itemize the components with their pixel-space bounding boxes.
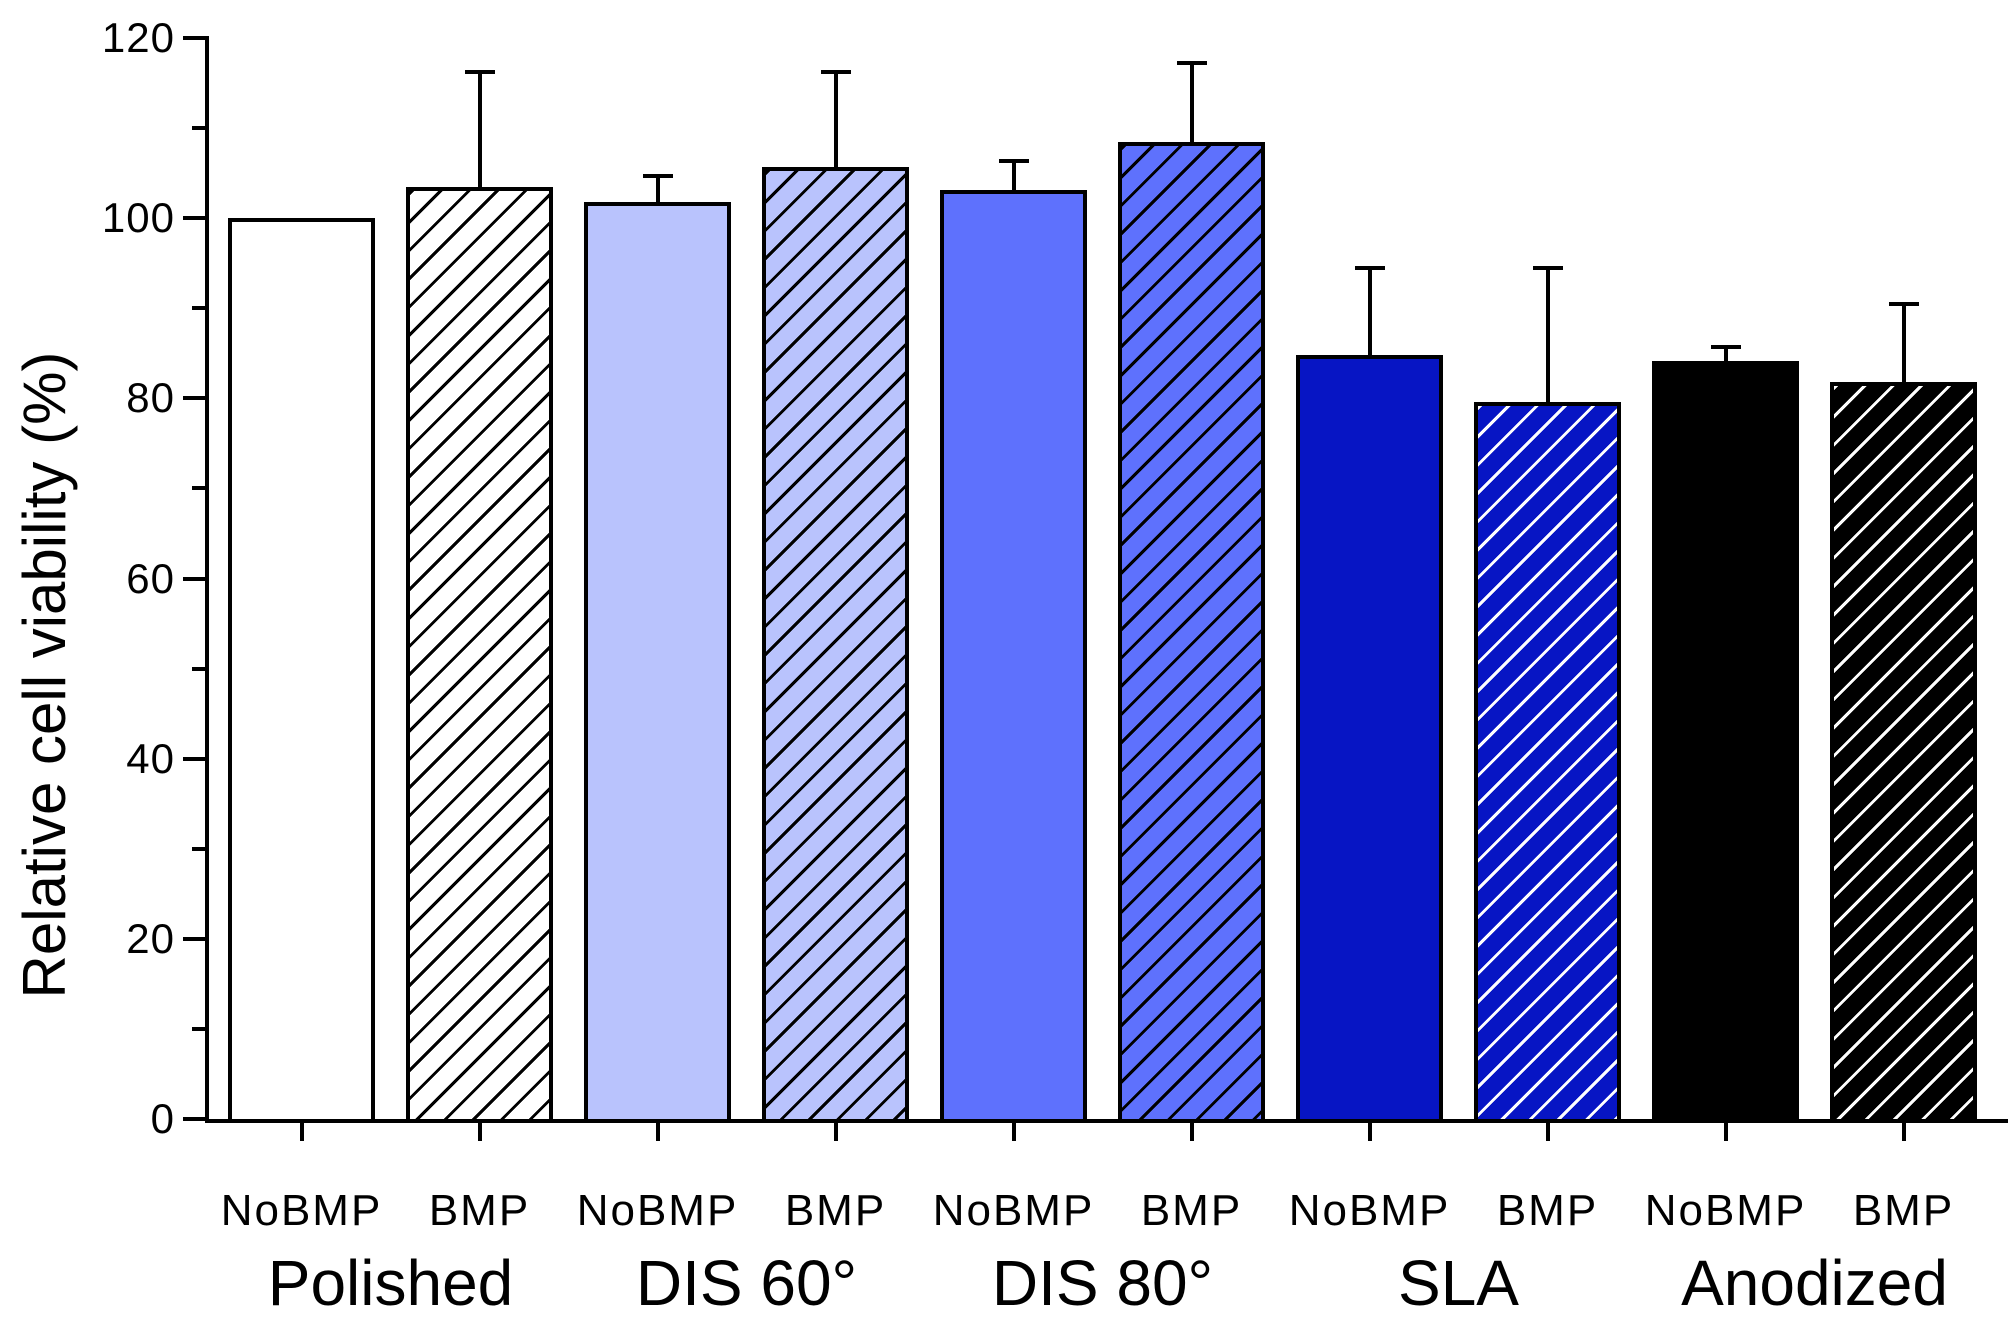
- error-bar-cap-anodized-nobmp: [1710, 344, 1741, 349]
- group-label-anodized: Anodized: [1681, 1247, 1948, 1319]
- y-axis-tick-label: 20: [126, 914, 175, 962]
- x-axis-tick-polished-bmp: [477, 1123, 482, 1141]
- y-axis-line: [205, 36, 209, 1123]
- error-bar-cap-sla-nobmp: [1354, 265, 1385, 270]
- error-bar-whisker-anodized-nobmp: [1723, 346, 1728, 362]
- error-bar-whisker-dis-60-bmp: [833, 72, 838, 167]
- x-tick-label-sla-bmp: BMP: [1496, 1186, 1599, 1235]
- error-bar-whisker-sla-nobmp: [1367, 267, 1372, 356]
- x-tick-label-dis-60-bmp: BMP: [784, 1186, 887, 1235]
- error-bar-whisker-sla-bmp: [1545, 267, 1550, 402]
- group-label-sla: SLA: [1398, 1247, 1519, 1319]
- x-axis-tick-dis-60-bmp: [833, 1123, 838, 1141]
- y-axis-major-tick: [183, 576, 205, 581]
- y-axis-minor-tick: [192, 126, 205, 131]
- x-axis-line: [205, 1119, 2008, 1123]
- y-axis-minor-tick: [192, 846, 205, 851]
- bar-anodized-bmp-hatched: [1830, 382, 1977, 1123]
- y-axis-major-tick: [183, 936, 205, 941]
- bar-polished-nobmp: [228, 218, 375, 1123]
- bar-dis-80-bmp-hatched: [1118, 142, 1265, 1123]
- x-tick-label-dis-60-nobmp: NoBMP: [576, 1186, 739, 1235]
- y-axis-tick-label: 100: [101, 194, 175, 242]
- x-tick-label-anodized-bmp: BMP: [1852, 1186, 1955, 1235]
- y-axis-minor-tick: [192, 666, 205, 671]
- x-axis-tick-sla-nobmp: [1367, 1123, 1372, 1141]
- error-bar-cap-dis-80-bmp: [1176, 61, 1207, 66]
- error-bar-cap-sla-bmp: [1532, 265, 1563, 270]
- error-bar-cap-anodized-bmp: [1888, 301, 1919, 306]
- x-tick-label-polished-nobmp: NoBMP: [220, 1186, 383, 1235]
- x-axis-tick-polished-nobmp: [299, 1123, 304, 1141]
- x-tick-label-dis-80-bmp: BMP: [1140, 1186, 1243, 1235]
- y-axis-minor-tick: [192, 306, 205, 311]
- x-axis-tick-dis-80-nobmp: [1011, 1123, 1016, 1141]
- y-axis-tick-label: 60: [126, 554, 175, 602]
- x-tick-label-polished-bmp: BMP: [428, 1186, 531, 1235]
- group-label-dis-80-: DIS 80°: [991, 1247, 1214, 1319]
- error-bar-whisker-polished-bmp: [477, 72, 482, 187]
- bar-dis-80-nobmp: [940, 190, 1087, 1123]
- group-label-polished: Polished: [267, 1247, 514, 1319]
- y-axis-major-tick: [183, 216, 205, 221]
- bar-polished-bmp-hatched: [406, 186, 553, 1123]
- y-axis-minor-tick: [192, 486, 205, 491]
- y-axis-major-tick: [183, 396, 205, 401]
- x-tick-label-sla-nobmp: NoBMP: [1288, 1186, 1451, 1235]
- bar-sla-nobmp: [1296, 355, 1443, 1123]
- bar-anodized-nobmp: [1652, 361, 1799, 1123]
- x-axis-tick-anodized-nobmp: [1723, 1123, 1728, 1141]
- error-bar-cap-dis-60-bmp: [820, 70, 851, 75]
- bar-dis-60-bmp-hatched: [762, 166, 909, 1123]
- y-axis-minor-tick: [192, 1026, 205, 1031]
- error-bar-whisker-anodized-bmp: [1901, 303, 1906, 383]
- y-axis-tick-label: 0: [150, 1095, 175, 1142]
- x-axis-tick-dis-80-bmp: [1189, 1123, 1194, 1141]
- x-axis-tick-sla-bmp: [1545, 1123, 1550, 1141]
- bar-sla-bmp-hatched: [1474, 401, 1621, 1123]
- x-axis-tick-anodized-bmp: [1901, 1123, 1906, 1141]
- x-tick-label-anodized-nobmp: NoBMP: [1644, 1186, 1807, 1235]
- bar-dis-60-nobmp: [584, 201, 731, 1123]
- y-axis-tick-label: 80: [126, 374, 175, 422]
- error-bar-whisker-dis-60-nobmp: [655, 175, 660, 202]
- y-axis-major-tick: [183, 36, 205, 40]
- y-axis-tick-label: 40: [126, 734, 175, 782]
- error-bar-cap-dis-60-nobmp: [642, 173, 673, 178]
- y-axis-major-tick: [183, 1117, 205, 1121]
- error-bar-whisker-dis-80-bmp: [1189, 63, 1194, 143]
- x-tick-label-dis-80-nobmp: NoBMP: [932, 1186, 1095, 1235]
- y-axis-tick-label: 120: [101, 14, 175, 61]
- error-bar-whisker-dis-80-nobmp: [1011, 161, 1016, 191]
- error-bar-cap-dis-80-nobmp: [998, 159, 1029, 164]
- error-bar-cap-polished-bmp: [464, 70, 495, 75]
- y-axis-major-tick: [183, 756, 205, 761]
- x-axis-tick-dis-60-nobmp: [655, 1123, 660, 1141]
- group-label-dis-60-: DIS 60°: [635, 1247, 858, 1319]
